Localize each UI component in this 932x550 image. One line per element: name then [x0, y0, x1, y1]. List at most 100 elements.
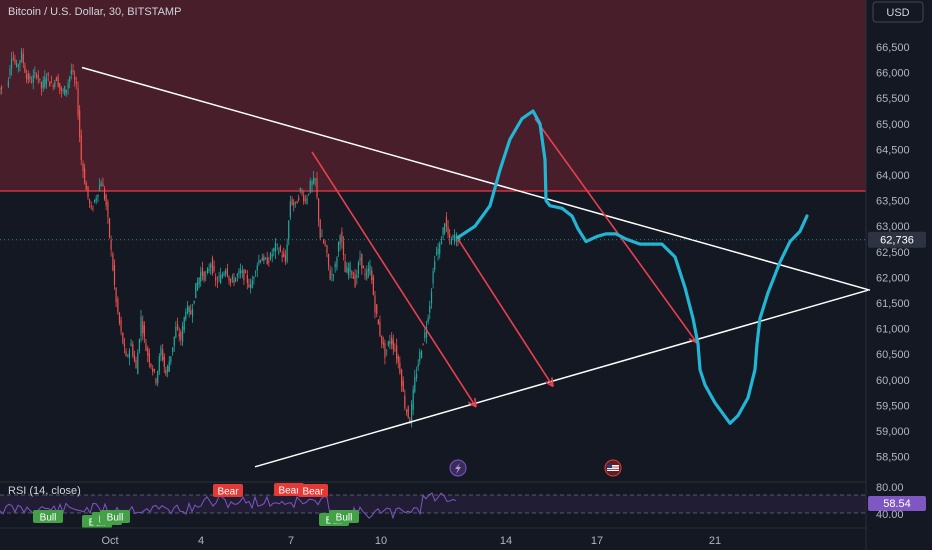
candle-body	[85, 182, 87, 191]
trend-line[interactable]	[254, 289, 869, 468]
rsi-pane[interactable]: RSI (14, close) BullBullBullBullBearBear…	[0, 481, 926, 529]
drawing-annotations	[81, 66, 871, 468]
candle-body	[244, 271, 247, 273]
candle-body	[17, 64, 19, 68]
currency-button-label[interactable]: USD	[886, 7, 909, 19]
candle-body	[288, 220, 290, 240]
candle-body	[35, 74, 38, 77]
candle-body	[87, 186, 89, 198]
rsi-title: RSI (14, close)	[8, 485, 81, 497]
candle-body	[27, 73, 29, 81]
candle-body	[334, 264, 336, 268]
candle-body	[311, 181, 313, 186]
rsi-signal-badge	[213, 484, 243, 497]
candle-body	[429, 305, 431, 313]
candle-body	[327, 253, 330, 267]
projection-arrow[interactable]	[534, 118, 698, 344]
currency-button[interactable]	[872, 1, 924, 23]
price-tick-label: 59,500	[876, 400, 910, 412]
candle-body	[332, 274, 335, 276]
rsi-band	[0, 495, 866, 513]
candle-body	[20, 51, 23, 62]
candle-body	[181, 325, 184, 342]
time-tick-label: 17	[591, 535, 603, 547]
candle-body	[115, 287, 117, 303]
candle-body	[304, 199, 306, 201]
candlestick-series	[0, 47, 461, 428]
candle-body	[439, 243, 441, 254]
candle-body	[113, 264, 116, 285]
candle-body	[32, 75, 34, 83]
candle-body	[347, 268, 350, 276]
candle-body	[361, 253, 363, 269]
candle-body	[351, 271, 353, 275]
price-tick-label: 62,000	[876, 272, 910, 284]
candle-body	[424, 332, 426, 339]
candle-body	[249, 284, 252, 288]
candle-body	[254, 271, 257, 273]
candle-body	[420, 350, 423, 359]
candle-body	[326, 245, 328, 253]
candle-body	[238, 270, 240, 274]
candle-body	[213, 265, 215, 272]
candle-body	[125, 351, 127, 356]
candle-body	[52, 85, 54, 87]
us-flag-event-icon[interactable]	[604, 459, 622, 477]
rsi-value-label: 58.54	[883, 498, 911, 510]
candle-body	[59, 83, 61, 89]
candle-body	[130, 342, 132, 347]
candle-body	[445, 216, 448, 227]
trend-line[interactable]	[81, 66, 871, 291]
candle-body	[234, 277, 237, 282]
candle-body	[394, 349, 396, 351]
candle-body	[266, 257, 268, 265]
rsi-signal-label: Bear	[217, 487, 239, 498]
candle-body	[382, 342, 384, 345]
price-tick-label: 60,500	[876, 349, 910, 361]
projection-arrow[interactable]	[311, 151, 477, 408]
candle-body	[434, 261, 436, 270]
candle-body	[321, 236, 323, 237]
price-tick-label: 63,000	[876, 221, 910, 233]
rsi-signal-label: Bull	[336, 513, 353, 524]
freehand-projection-path[interactable]	[456, 109, 809, 425]
candle-body	[44, 76, 46, 88]
candle-body	[366, 270, 368, 279]
time-axis[interactable]: Oct 4 7 10 14 17 21	[101, 535, 721, 547]
candle-body	[105, 195, 107, 206]
candle-body	[258, 260, 260, 264]
candle-body	[337, 242, 340, 252]
candle-body	[386, 349, 388, 351]
candle-body	[342, 241, 345, 256]
candle-body	[42, 80, 44, 89]
candle-body	[123, 343, 126, 347]
candle-body	[251, 280, 253, 288]
candle-body	[188, 307, 190, 313]
candle-body	[454, 235, 456, 243]
candle-body	[97, 194, 99, 198]
candle-body	[281, 255, 283, 258]
candle-body	[352, 276, 355, 279]
candle-body	[274, 242, 277, 253]
candle-body	[220, 274, 222, 284]
candle-body	[14, 59, 16, 63]
candle-body	[422, 343, 424, 345]
rsi-signal-badge	[274, 483, 304, 496]
candle-body	[452, 235, 454, 239]
time-tick-label: 10	[375, 535, 387, 547]
candle-body	[140, 316, 142, 337]
candle-body	[175, 326, 177, 338]
candle-body	[430, 291, 433, 304]
lightning-event-icon[interactable]	[449, 459, 467, 477]
candle-body	[354, 273, 356, 287]
projection-arrow[interactable]	[457, 238, 554, 387]
candle-body	[344, 261, 346, 273]
price-tick-label: 65,500	[876, 93, 910, 105]
candle-body	[160, 347, 162, 356]
candle-body	[34, 71, 36, 74]
candle-body	[12, 58, 14, 60]
symbol-title: Bitcoin / U.S. Dollar, 30, BITSTAMP	[8, 6, 181, 18]
candle-body	[117, 298, 119, 313]
price-axis[interactable]: 66,500 66,000 65,500 65,000 64,500 64,000 63,5…	[876, 42, 910, 464]
